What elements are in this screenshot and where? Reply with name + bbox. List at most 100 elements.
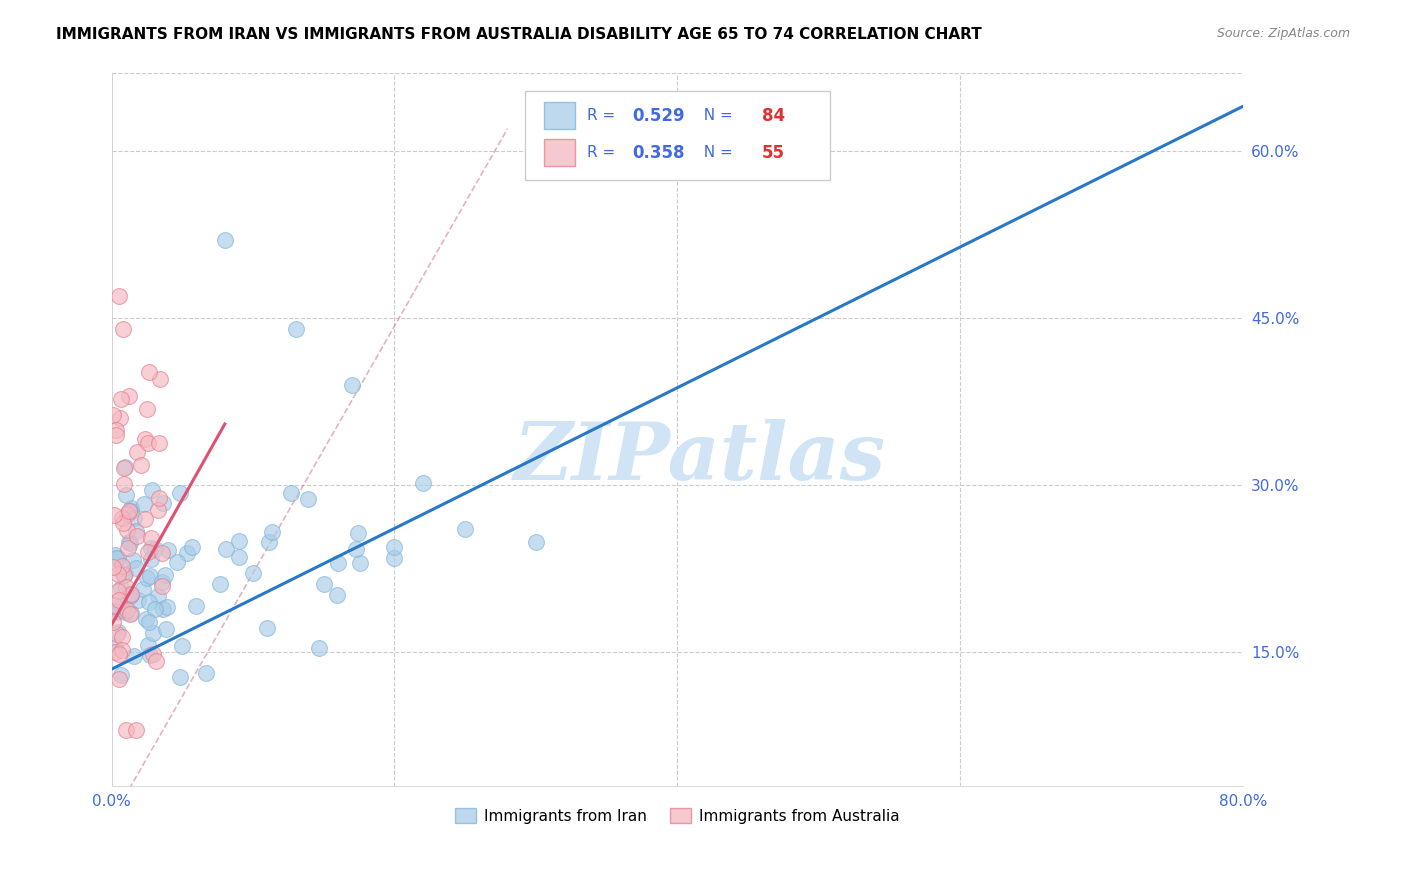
FancyBboxPatch shape <box>524 91 830 180</box>
Point <box>103 508 125 522</box>
Point <box>169 670 191 684</box>
Point <box>155 622 177 636</box>
Point <box>139 541 162 556</box>
Point <box>118 535 141 549</box>
Point <box>127 529 149 543</box>
Point <box>112 568 135 582</box>
Legend: Immigrants from Iran, Immigrants from Australia: Immigrants from Iran, Immigrants from Au… <box>449 802 905 830</box>
Point <box>105 626 128 640</box>
Point <box>280 486 302 500</box>
Point <box>112 516 135 530</box>
Point <box>297 491 319 506</box>
Point <box>125 723 148 738</box>
Point <box>340 378 363 392</box>
Point <box>149 372 172 386</box>
Point <box>142 626 165 640</box>
Text: 0.358: 0.358 <box>633 144 685 161</box>
Text: 84: 84 <box>762 107 785 125</box>
Point <box>136 545 159 559</box>
Point <box>121 553 143 567</box>
Point <box>117 507 139 521</box>
Point <box>384 541 406 555</box>
Point <box>146 502 169 516</box>
Point <box>110 667 132 681</box>
Point <box>142 647 165 661</box>
Point <box>150 546 173 560</box>
Text: 0.529: 0.529 <box>633 107 685 125</box>
Point <box>132 497 155 511</box>
Point <box>146 589 169 603</box>
Point <box>208 576 231 591</box>
Point <box>131 458 153 473</box>
Text: R =: R = <box>586 108 620 123</box>
Point <box>107 551 129 566</box>
Point <box>112 476 135 491</box>
Point <box>138 365 160 379</box>
Point <box>139 531 162 545</box>
Point <box>101 409 124 423</box>
Point <box>138 648 160 662</box>
Text: N =: N = <box>695 145 738 161</box>
Point <box>141 483 163 497</box>
Point <box>256 621 278 635</box>
Point <box>118 536 141 550</box>
Point <box>108 592 131 607</box>
Point <box>308 641 330 656</box>
Point <box>115 488 138 502</box>
Point <box>145 654 167 668</box>
Point <box>166 555 188 569</box>
Point <box>156 542 179 557</box>
Point <box>110 392 132 407</box>
Point <box>118 389 141 403</box>
Point <box>112 461 135 475</box>
Point <box>101 615 124 629</box>
Text: IMMIGRANTS FROM IRAN VS IMMIGRANTS FROM AUSTRALIA DISABILITY AGE 65 TO 74 CORREL: IMMIGRANTS FROM IRAN VS IMMIGRANTS FROM … <box>56 27 981 42</box>
Point <box>103 548 125 562</box>
Point <box>412 476 434 491</box>
Point <box>104 423 127 437</box>
Point <box>214 542 236 557</box>
Point <box>122 511 145 525</box>
Point <box>111 322 134 336</box>
Point <box>111 630 134 644</box>
Point <box>257 534 280 549</box>
Point <box>139 569 162 583</box>
Point <box>114 605 136 619</box>
Point <box>115 524 138 538</box>
Point <box>114 567 136 582</box>
Point <box>111 559 134 574</box>
Point <box>111 643 134 657</box>
Point <box>125 524 148 538</box>
Point <box>228 549 250 564</box>
Point <box>114 580 136 594</box>
Point <box>145 601 167 615</box>
Point <box>150 579 173 593</box>
Point <box>111 511 134 525</box>
Point <box>284 322 307 336</box>
Point <box>103 605 125 619</box>
Point <box>454 522 477 536</box>
Text: N =: N = <box>695 108 738 123</box>
Point <box>122 649 145 664</box>
Point <box>118 589 141 603</box>
Point <box>108 411 131 425</box>
Point <box>135 571 157 585</box>
Point <box>107 625 129 640</box>
Point <box>134 432 156 446</box>
Point <box>111 566 134 580</box>
Text: ZIPatlas: ZIPatlas <box>513 419 886 497</box>
Point <box>136 638 159 652</box>
Point <box>176 546 198 560</box>
Point <box>328 556 350 570</box>
Point <box>127 593 149 607</box>
Point <box>155 567 177 582</box>
Point <box>104 645 127 659</box>
Point <box>214 233 236 247</box>
Point <box>118 504 141 518</box>
Point <box>349 556 371 570</box>
Point <box>134 511 156 525</box>
Text: 55: 55 <box>762 144 785 161</box>
Point <box>110 581 132 595</box>
Text: Source: ZipAtlas.com: Source: ZipAtlas.com <box>1216 27 1350 40</box>
Point <box>148 436 170 450</box>
